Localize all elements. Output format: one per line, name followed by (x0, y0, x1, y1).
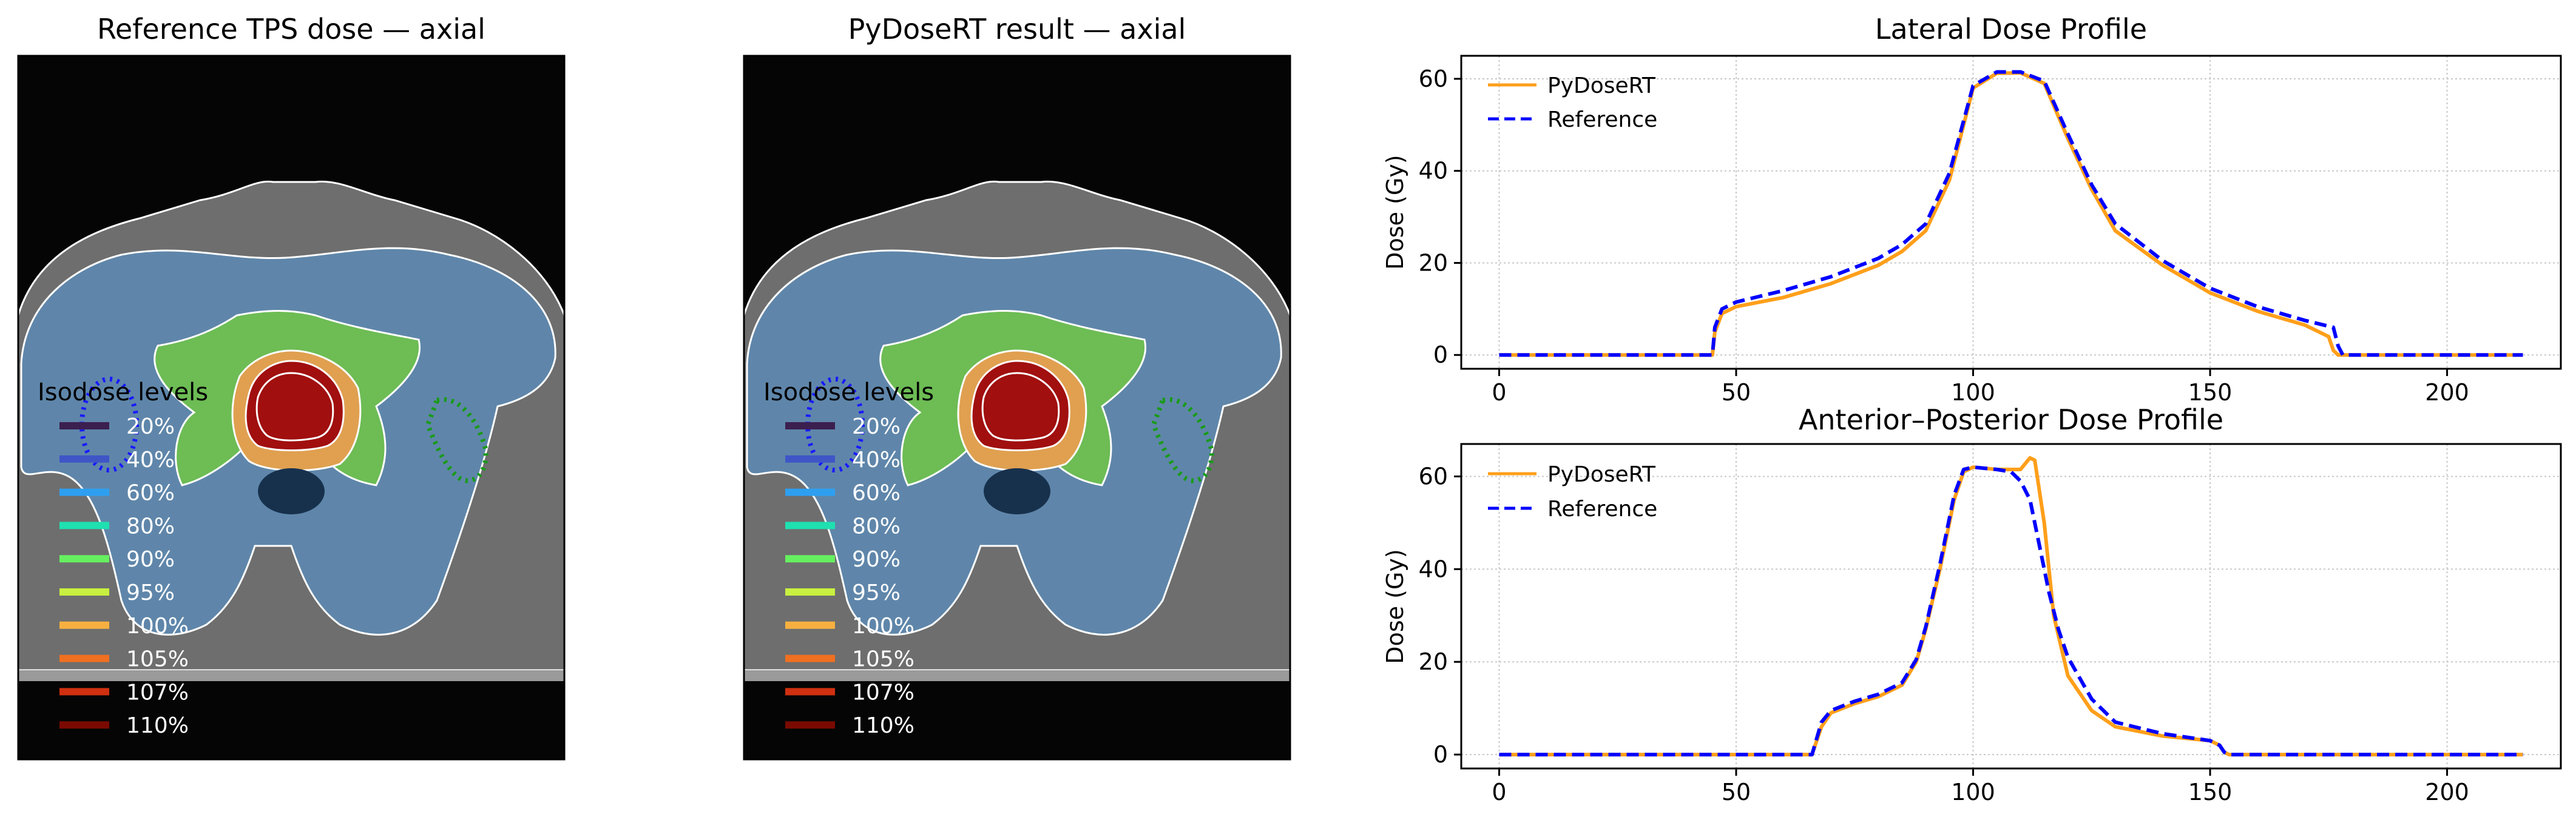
lateral-chart-title: Lateral Dose Profile (1875, 13, 2147, 45)
pydosert-isodose-legend: Isodose levels 20% 40% 60% 80% 90% 95% 100% 105… (763, 378, 934, 738)
isodose-label-95pct: 95% (852, 580, 901, 605)
lateral-grid (1461, 56, 2561, 369)
reference-dose-panel: Reference TPS dose — axial Isodose level… (17, 13, 566, 761)
isodose-label-95pct: 95% (126, 580, 175, 605)
reference-isodose-legend: Isodose levels 20% 40% 60% 80% 90% 95% 100% 105… (38, 378, 208, 738)
legend-label-pydosert: PyDoseRT (1547, 462, 1656, 487)
reference-ct-slice (18, 181, 564, 681)
legend-label-reference: Reference (1547, 107, 1657, 132)
isodose-label-110pct: 110% (852, 713, 914, 738)
isodose-label-100pct: 100% (852, 614, 914, 639)
pydosert-dose-panel: PyDoseRT result — axial Isodose levels 2… (743, 13, 1291, 761)
ap-y-tick-label: 20 (1419, 648, 1448, 675)
ap-grid (1461, 444, 2561, 768)
legend-label-reference: Reference (1547, 497, 1657, 522)
ap-series-reference (1499, 465, 2523, 757)
lateral-x-tick-label: 150 (2188, 379, 2233, 406)
lateral-y-tick-label: 0 (1433, 341, 1448, 368)
lateral-y-tick-label: 60 (1419, 66, 1448, 92)
legend-label-pydosert: PyDoseRT (1547, 73, 1656, 98)
lateral-x-tick-label: 50 (1722, 379, 1751, 406)
isodose-label-20pct: 20% (126, 414, 175, 439)
isodose-label-60pct: 60% (852, 481, 901, 506)
isodose-label-40pct: 40% (852, 448, 901, 472)
lateral-x-tick-label: 200 (2425, 379, 2469, 406)
pydosert-panel-title: PyDoseRT result — axial (848, 13, 1186, 45)
isodose-label-20pct: 20% (852, 414, 901, 439)
ap-y-tick-label: 0 (1433, 741, 1448, 768)
reference-panel-title: Reference TPS dose — axial (97, 13, 485, 45)
ap-x-tick-label: 0 (1492, 779, 1506, 805)
lateral-x-tick-label: 100 (1951, 379, 1995, 406)
isodose-label-105pct: 105% (852, 647, 914, 672)
lateral-y-tick-label: 20 (1419, 249, 1448, 276)
ap-plot-frame (1460, 443, 2562, 770)
isodose-label-40pct: 40% (126, 448, 175, 472)
ap-legend: PyDoseRT Reference (1488, 462, 1657, 522)
ap-y-axis-label: Dose (Gy) (1382, 549, 1408, 664)
isodose-legend-title: Isodose levels (38, 378, 208, 406)
isodose-label-107pct: 107% (852, 680, 914, 705)
ap-chart-title: Anterior–Posterior Dose Profile (1799, 403, 2223, 436)
lateral-x-tick-label: 0 (1492, 379, 1506, 406)
isodose-label-100pct: 100% (126, 614, 189, 639)
isodose-label-90pct: 90% (126, 547, 175, 572)
isodose-label-80pct: 80% (852, 514, 901, 539)
pydosert-ct-slice (744, 181, 1290, 681)
ap-y-tick-label: 60 (1419, 463, 1448, 490)
isodose-label-105pct: 105% (126, 647, 189, 672)
reference-image-frame (17, 55, 566, 761)
lateral-legend: PyDoseRT Reference (1488, 73, 1657, 132)
ap-x-tick-label: 50 (1722, 779, 1751, 805)
ap-x-tick-label: 150 (2188, 779, 2233, 805)
ap-x-tick-label: 100 (1951, 779, 1995, 805)
ap-x-tick-label: 200 (2425, 779, 2469, 805)
lateral-profile-chart: Lateral Dose Profile 0 50 100 150 200 0 20 40 60… (1382, 13, 2562, 406)
lateral-series-reference (1499, 70, 2523, 357)
isodose-legend-title: Isodose levels (763, 378, 934, 406)
ap-profile-chart: 0 50 100 150 200 0 20 40 60 Anterior–Posterior D… (1382, 403, 2562, 805)
isodose-label-90pct: 90% (852, 547, 901, 572)
lateral-y-tick-label: 40 (1419, 158, 1448, 184)
lateral-plot-frame (1460, 55, 2562, 370)
pydosert-image-frame (743, 55, 1291, 761)
lateral-y-axis-label: Dose (Gy) (1382, 155, 1408, 269)
isodose-label-107pct: 107% (126, 680, 189, 705)
ap-y-tick-label: 40 (1419, 556, 1448, 582)
isodose-label-110pct: 110% (126, 713, 189, 738)
isodose-label-60pct: 60% (126, 481, 175, 506)
isodose-label-80pct: 80% (126, 514, 175, 539)
